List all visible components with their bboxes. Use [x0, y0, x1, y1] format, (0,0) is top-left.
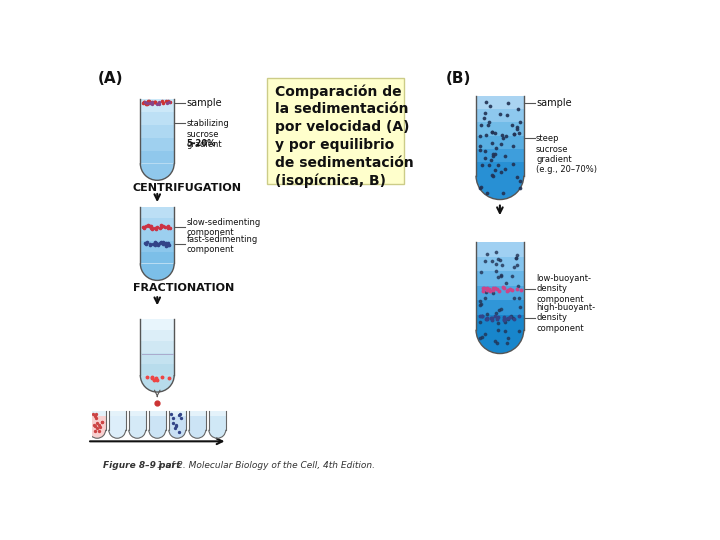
Polygon shape: [140, 319, 174, 330]
Text: steep
sucrose
gradient
(e.g., 20–70%): steep sucrose gradient (e.g., 20–70%): [536, 134, 597, 174]
Polygon shape: [476, 315, 523, 330]
Polygon shape: [149, 416, 166, 430]
Polygon shape: [140, 252, 174, 264]
Polygon shape: [129, 416, 145, 430]
Wedge shape: [129, 430, 145, 438]
Text: 5-20%: 5-20%: [186, 139, 216, 148]
Text: fast-sedimenting
component: fast-sedimenting component: [186, 234, 258, 254]
Text: sample: sample: [186, 98, 222, 109]
Text: Comparación de
la sedimentación
por velocidad (A)
y por equilibrio
de sedimentac: Comparación de la sedimentación por velo…: [275, 84, 414, 188]
Polygon shape: [140, 353, 174, 364]
Polygon shape: [476, 300, 523, 315]
Polygon shape: [109, 410, 126, 430]
Text: FRACTIONATION: FRACTIONATION: [132, 284, 234, 293]
Text: low-buoyant-
density
component: low-buoyant- density component: [536, 274, 591, 303]
Polygon shape: [140, 99, 174, 112]
Polygon shape: [140, 219, 174, 230]
Wedge shape: [140, 164, 174, 180]
Polygon shape: [140, 330, 174, 341]
Polygon shape: [129, 410, 145, 430]
Wedge shape: [209, 430, 226, 438]
Text: Figure 8–9 part: Figure 8–9 part: [104, 461, 184, 470]
Polygon shape: [476, 163, 523, 176]
Polygon shape: [189, 416, 206, 430]
Text: slow-sedimenting
component: slow-sedimenting component: [186, 218, 261, 237]
Polygon shape: [140, 364, 174, 375]
Wedge shape: [149, 430, 166, 438]
Polygon shape: [189, 410, 206, 430]
Polygon shape: [140, 241, 174, 252]
Polygon shape: [89, 410, 106, 430]
Polygon shape: [476, 149, 523, 163]
Polygon shape: [476, 242, 523, 256]
Text: stabilizing
sucrose
gradient: stabilizing sucrose gradient: [186, 119, 229, 149]
Wedge shape: [140, 264, 174, 280]
Wedge shape: [476, 176, 523, 200]
Wedge shape: [189, 430, 206, 438]
Text: (B): (B): [446, 71, 472, 86]
Polygon shape: [168, 410, 186, 430]
Polygon shape: [209, 410, 226, 430]
Polygon shape: [140, 230, 174, 241]
Polygon shape: [140, 112, 174, 125]
Polygon shape: [476, 96, 523, 109]
Wedge shape: [209, 430, 226, 438]
Wedge shape: [129, 430, 145, 438]
Wedge shape: [109, 430, 126, 438]
FancyBboxPatch shape: [267, 78, 405, 184]
Wedge shape: [140, 375, 174, 392]
Wedge shape: [149, 430, 166, 438]
Polygon shape: [140, 125, 174, 138]
Text: 1 of 2. Molecular Biology of the Cell, 4th Edition.: 1 of 2. Molecular Biology of the Cell, 4…: [157, 461, 375, 470]
Text: sample: sample: [536, 98, 572, 109]
Polygon shape: [109, 416, 126, 430]
Polygon shape: [476, 286, 523, 300]
Text: CENTRIFUGATION: CENTRIFUGATION: [132, 184, 242, 193]
Text: high-buoyant-
density
component: high-buoyant- density component: [536, 303, 595, 333]
Polygon shape: [476, 256, 523, 271]
Polygon shape: [209, 416, 226, 430]
Polygon shape: [476, 136, 523, 149]
Polygon shape: [168, 416, 186, 430]
Wedge shape: [168, 430, 186, 438]
Polygon shape: [140, 138, 174, 151]
Polygon shape: [140, 207, 174, 219]
Wedge shape: [189, 430, 206, 438]
Polygon shape: [476, 271, 523, 286]
Polygon shape: [140, 151, 174, 164]
Wedge shape: [476, 330, 523, 354]
Polygon shape: [476, 122, 523, 136]
Polygon shape: [140, 341, 174, 353]
Polygon shape: [89, 416, 106, 430]
Wedge shape: [89, 430, 106, 438]
Text: (A): (A): [98, 71, 123, 86]
Wedge shape: [168, 430, 186, 438]
Polygon shape: [149, 410, 166, 430]
Polygon shape: [476, 109, 523, 122]
Wedge shape: [109, 430, 126, 438]
Wedge shape: [89, 430, 106, 438]
